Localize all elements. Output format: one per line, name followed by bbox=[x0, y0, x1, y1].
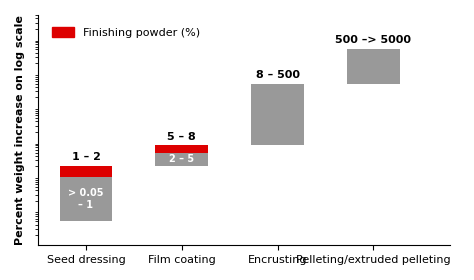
Text: 1 – 2: 1 – 2 bbox=[72, 152, 100, 162]
Text: 2 – 5: 2 – 5 bbox=[169, 154, 194, 164]
Y-axis label: Percent weight increase on log scale: Percent weight increase on log scale bbox=[15, 15, 25, 245]
Bar bbox=[251, 84, 304, 146]
Bar bbox=[155, 153, 208, 166]
Text: 8 – 500: 8 – 500 bbox=[255, 70, 300, 80]
Legend: Finishing powder (%): Finishing powder (%) bbox=[48, 23, 205, 43]
Bar bbox=[155, 146, 208, 153]
Text: 500 –> 5000: 500 –> 5000 bbox=[336, 36, 411, 45]
Bar bbox=[60, 176, 112, 221]
Text: > 0.05
– 1: > 0.05 – 1 bbox=[68, 188, 104, 210]
Bar bbox=[60, 166, 112, 176]
Bar bbox=[347, 49, 400, 84]
Text: 5 – 8: 5 – 8 bbox=[167, 132, 196, 142]
